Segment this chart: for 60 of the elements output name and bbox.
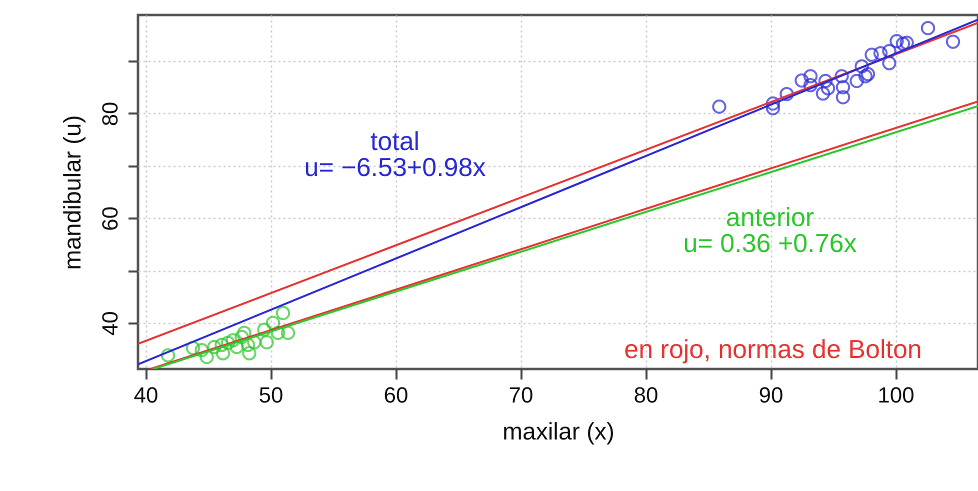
point — [247, 335, 262, 350]
point — [818, 74, 833, 88]
point — [220, 336, 236, 350]
point — [280, 326, 296, 340]
point — [200, 350, 214, 364]
point — [882, 44, 896, 58]
point — [270, 326, 286, 340]
point — [766, 101, 780, 116]
point — [242, 346, 256, 360]
point — [226, 333, 240, 348]
point — [803, 69, 818, 84]
point — [794, 73, 809, 88]
point — [780, 86, 794, 102]
point — [854, 59, 869, 74]
x-tick-label: 60 — [384, 382, 408, 408]
point — [194, 343, 209, 358]
point — [860, 67, 876, 82]
x-tick-label: 50 — [258, 382, 284, 408]
point — [836, 90, 850, 104]
x-tick-label: 90 — [758, 382, 784, 408]
x-tick-label: 100 — [878, 382, 914, 408]
y-axis-title: mandibular (u) — [60, 115, 86, 270]
point — [834, 69, 849, 84]
point — [820, 81, 836, 96]
point — [900, 36, 914, 50]
point — [858, 69, 873, 84]
point — [266, 316, 280, 330]
point — [240, 338, 256, 352]
point — [257, 322, 272, 337]
point — [890, 34, 904, 48]
point — [803, 78, 818, 92]
y-tick-label: 40 — [98, 311, 122, 336]
point — [276, 306, 290, 320]
point — [850, 74, 864, 88]
point — [237, 326, 252, 340]
annotation: en rojo, normas de Bolton — [624, 334, 922, 364]
point — [186, 340, 200, 356]
x-tick-label: 40 — [134, 382, 158, 408]
point — [216, 346, 230, 360]
point — [160, 348, 176, 362]
x-axis-title: maxilar (x) — [502, 418, 614, 446]
point — [230, 340, 244, 354]
point — [260, 335, 274, 350]
point — [882, 56, 896, 70]
point — [712, 100, 726, 114]
point — [234, 330, 249, 344]
y-tick-label: 80 — [98, 102, 122, 126]
x-tick-label: 70 — [508, 382, 534, 408]
point — [896, 36, 910, 51]
point — [946, 34, 960, 49]
point — [816, 86, 830, 101]
point — [920, 20, 936, 36]
point — [836, 80, 850, 94]
x-tick-label: 80 — [634, 382, 658, 408]
y-tick-label: 60 — [98, 206, 122, 231]
point — [214, 338, 229, 352]
point — [864, 48, 879, 62]
point — [207, 340, 222, 354]
point — [873, 46, 888, 60]
point — [766, 96, 780, 111]
